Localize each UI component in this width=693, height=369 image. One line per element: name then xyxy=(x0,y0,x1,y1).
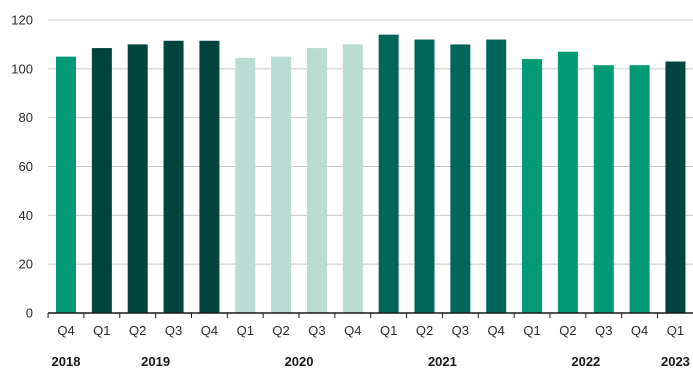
bar xyxy=(629,65,650,313)
bar xyxy=(522,59,543,313)
x-tick-label: Q4 xyxy=(631,323,648,338)
x-tick-label: Q1 xyxy=(523,323,540,338)
x-tick-label: Q4 xyxy=(201,323,218,338)
y-tick-label: 40 xyxy=(19,208,33,223)
bar xyxy=(450,44,471,314)
x-tick-label: Q2 xyxy=(559,323,576,338)
y-tick-label: 80 xyxy=(19,110,33,125)
year-label: 2023 xyxy=(661,354,690,369)
x-tick-label: Q2 xyxy=(129,323,146,338)
x-tick-label: Q2 xyxy=(272,323,289,338)
x-tick-label: Q4 xyxy=(344,323,361,338)
y-tick-label: 100 xyxy=(11,61,33,76)
bar xyxy=(306,48,327,314)
bar xyxy=(486,39,507,314)
bar xyxy=(378,34,399,314)
bar xyxy=(199,40,220,314)
bar xyxy=(342,44,363,314)
bar xyxy=(235,57,256,314)
x-tick-label: Q1 xyxy=(93,323,110,338)
bar xyxy=(163,40,184,314)
bar xyxy=(91,48,112,314)
y-tick-label: 60 xyxy=(19,159,33,174)
x-tick-label: Q3 xyxy=(308,323,325,338)
bar xyxy=(665,61,686,314)
year-label: 2022 xyxy=(571,354,600,369)
x-category-labels: Q4 Q1 Q2 Q3 Q4 Q1 Q2 Q3 Q4 Q1 Q2 Q3 Q4 Q1 Q2 Q3 Q4 Q1 xyxy=(57,323,684,338)
bars xyxy=(56,34,686,314)
y-axis: 0 20 40 60 80 100 120 xyxy=(11,13,33,321)
x-tick-label: Q2 xyxy=(416,323,433,338)
bar xyxy=(593,65,614,313)
x-tick-label: Q4 xyxy=(488,323,505,338)
year-label: 2020 xyxy=(285,354,314,369)
y-tick-label: 120 xyxy=(11,13,33,28)
gridlines xyxy=(48,19,693,265)
year-labels: 2018 2019 2020 2021 2022 2023 xyxy=(52,354,690,369)
year-label: 2021 xyxy=(428,354,457,369)
x-tick-label: Q4 xyxy=(57,323,74,338)
x-tick-label: Q1 xyxy=(667,323,684,338)
year-label: 2018 xyxy=(52,354,81,369)
bar xyxy=(557,51,578,313)
x-ticks xyxy=(47,313,659,318)
bar xyxy=(414,39,435,314)
x-tick-label: Q3 xyxy=(595,323,612,338)
y-tick-label: 0 xyxy=(26,306,33,321)
bar xyxy=(56,56,76,313)
x-tick-label: Q3 xyxy=(165,323,182,338)
x-tick-label: Q1 xyxy=(237,323,254,338)
year-label: 2019 xyxy=(141,354,170,369)
x-tick-label: Q1 xyxy=(380,323,397,338)
bar xyxy=(127,44,148,314)
bar xyxy=(271,56,292,313)
y-tick-label: 20 xyxy=(19,257,33,272)
x-tick-label: Q3 xyxy=(452,323,469,338)
